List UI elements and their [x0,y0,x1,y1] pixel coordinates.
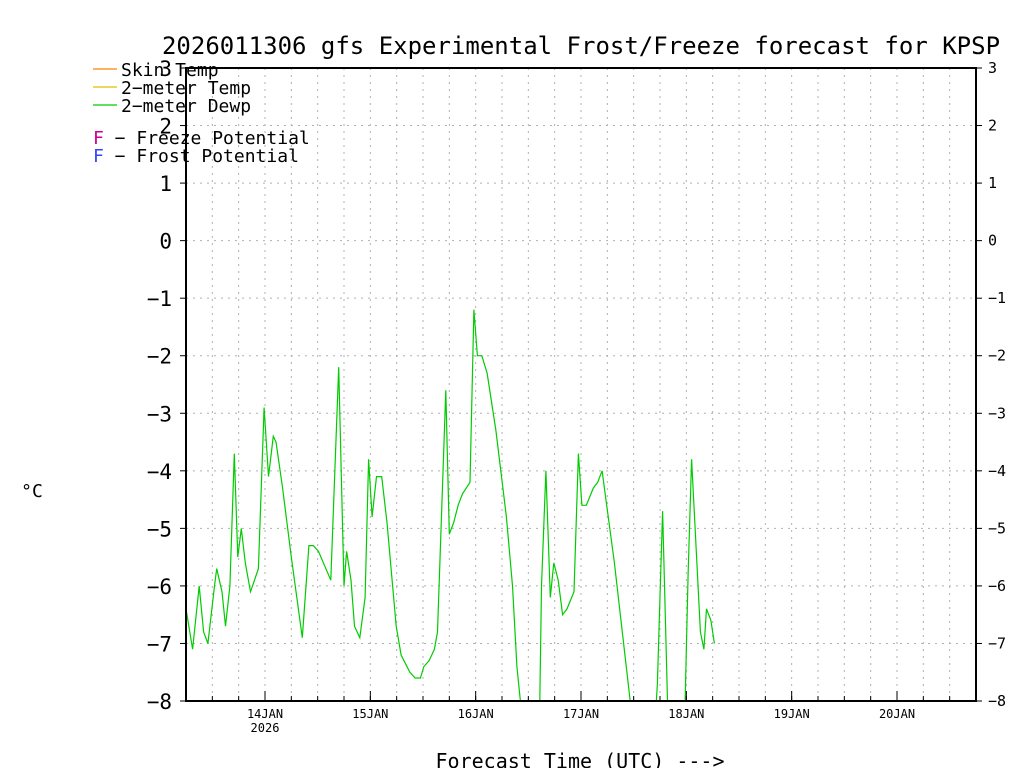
y-tick-label-left: −5 [147,517,172,541]
x-tick-label: 20JAN [879,707,915,721]
y-tick-label-left: −3 [147,402,172,426]
y-tick-label-left: 2 [159,115,172,139]
legend-label: 2−meter Dewp [121,96,251,117]
y-tick-label-right: 1 [988,174,997,192]
x-tick-label: 15JAN [352,707,388,721]
grid-lines [186,67,976,702]
x-tick-label: 19JAN [774,707,810,721]
x-tick-label: 14JAN [247,707,283,721]
y-tick-label-left: −8 [147,690,172,714]
y-tick-label-right: −5 [988,519,1006,537]
y-tick-label-right: −6 [988,577,1006,595]
y-tick-label-right: −7 [988,634,1006,652]
y-tick-label-left: −6 [147,575,172,599]
series-layer [186,309,715,701]
y-tick-label-right: −1 [988,289,1006,307]
y-tick-label-right: 2 [988,117,997,135]
y-tick-label-right: −3 [988,404,1006,422]
y-tick-label-left: 3 [159,57,172,81]
chart-title: 2026011306 gfs Experimental Frost/Freeze… [162,32,1000,60]
y-tick-label-right: −8 [988,692,1006,710]
x-tick-label: 17JAN [563,707,599,721]
x-tick-sublabel: 2026 [251,721,280,735]
x-axis-label: Forecast Time (UTC) ---> [436,749,725,768]
series-line-dewpoint [186,309,715,701]
y-tick-label-right: 3 [988,59,997,77]
y-tick-label-left: −2 [147,345,172,369]
legend-marker-label: F − Freeze Potential [93,128,310,149]
y-tick-label-right: −2 [988,347,1006,365]
y-axis-label: °C [21,481,43,502]
y-tick-label-right: −4 [988,462,1006,480]
legend-label: Skin Temp [121,60,219,81]
y-axis: −8 −8 −7 −7 −6 −6 −5 −5 −4 −4 −3 −3 −2 −2 −1 −1 0 0 1 1 2 2 3 3 [147,57,1006,714]
x-tick-label: 18JAN [668,707,704,721]
legend-marker-label: F − Frost Potential [93,146,299,167]
y-tick-label-right: 0 [988,232,997,250]
y-tick-label-left: 0 [159,230,172,254]
y-tick-label-left: −7 [147,632,172,656]
legend-marker-symbol: F [93,146,104,167]
y-tick-label-left: −4 [147,460,172,484]
y-tick-label-left: 1 [159,172,172,196]
y-tick-label-left: −1 [147,287,172,311]
legend-marker-symbol: F [93,128,104,149]
legend-label: 2−meter Temp [121,78,251,99]
x-tick-label: 16JAN [458,707,494,721]
